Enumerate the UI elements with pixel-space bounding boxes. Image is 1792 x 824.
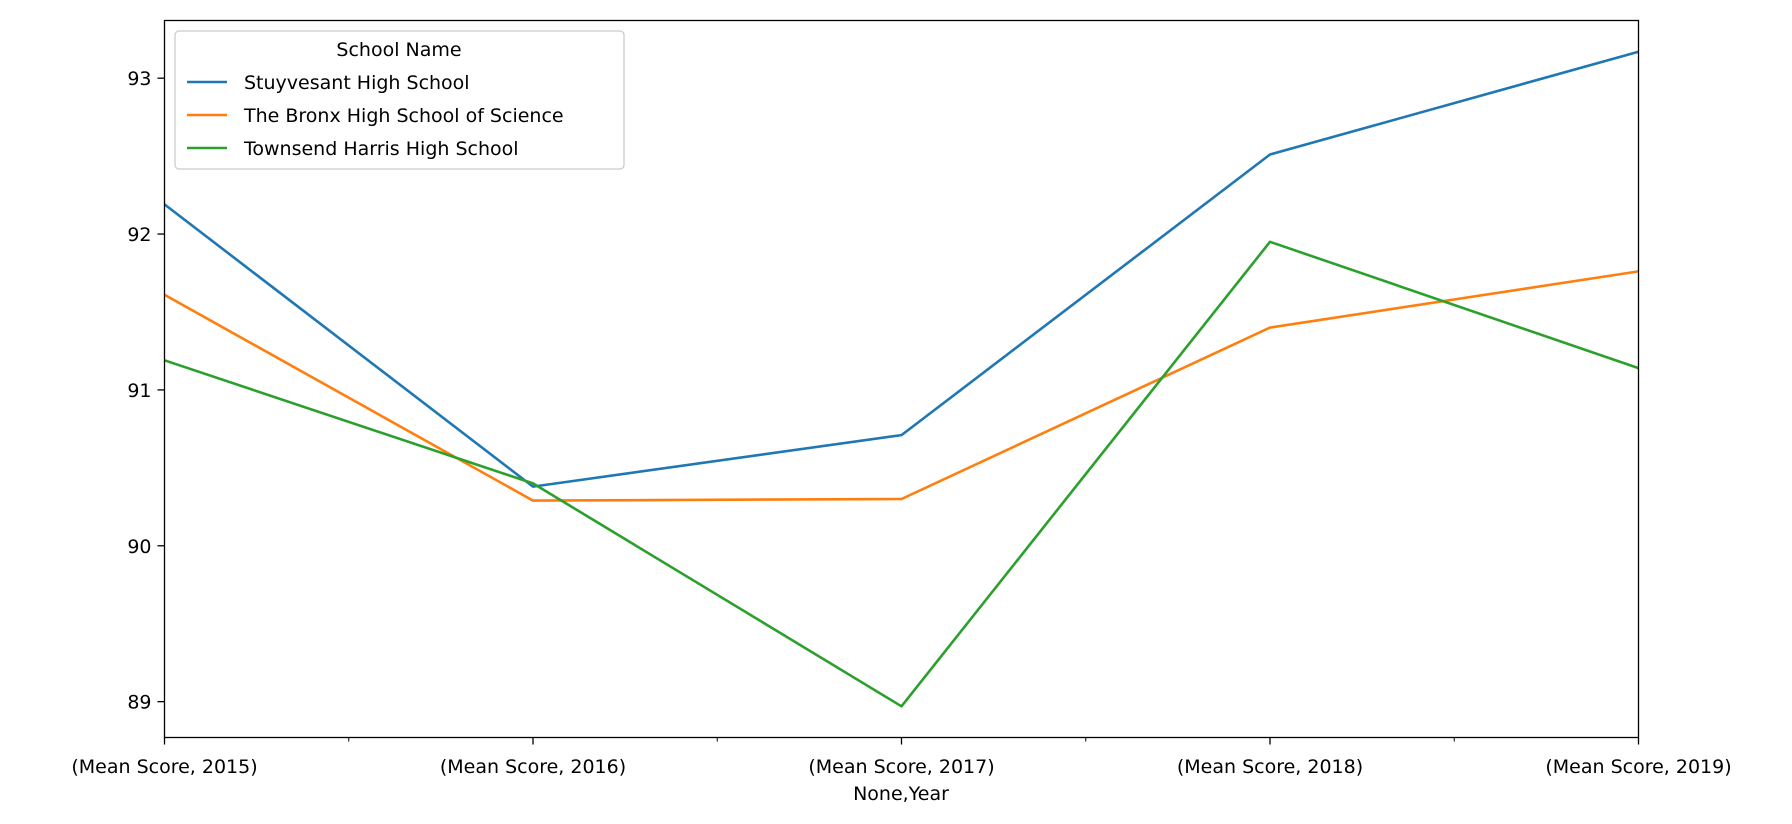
legend-box: [174, 30, 625, 170]
x-tick-label: (Mean Score, 2018): [1177, 756, 1363, 778]
legend-entries: Stuyvesant High School The Bronx High Sch…: [187, 72, 564, 160]
series-line-3: [164, 240, 1639, 708]
y-tick-label: 90: [127, 536, 151, 558]
y-tick-label: 91: [127, 380, 151, 402]
series-line-2: [163, 270, 1639, 502]
x-tick-label: (Mean Score, 2019): [1545, 756, 1731, 778]
series-layer: [163, 50, 1639, 708]
y-tick-label: 92: [127, 224, 151, 246]
y-tick-label: 93: [127, 68, 151, 90]
x-axis: (Mean Score, 2015) (Mean Score, 2016) (Mea…: [71, 737, 1732, 778]
legend-entry-label: The Bronx High School of Science: [243, 105, 564, 127]
series-line-1: [163, 50, 1639, 488]
y-axis: 89 90 91 92 93: [127, 68, 165, 714]
x-tick-label: (Mean Score, 2016): [440, 756, 626, 778]
legend-entry-label: Townsend Harris High School: [243, 138, 519, 160]
legend-title: School Name: [336, 39, 461, 61]
x-tick-label: (Mean Score, 2015): [71, 756, 257, 778]
x-axis-title: None,Year: [853, 783, 949, 805]
legend-entry-label: Stuyvesant High School: [244, 72, 470, 94]
x-tick-label: (Mean Score, 2017): [808, 756, 994, 778]
legend: School Name Stuyvesant High School The Br…: [174, 30, 625, 170]
y-tick-label: 89: [127, 692, 151, 714]
